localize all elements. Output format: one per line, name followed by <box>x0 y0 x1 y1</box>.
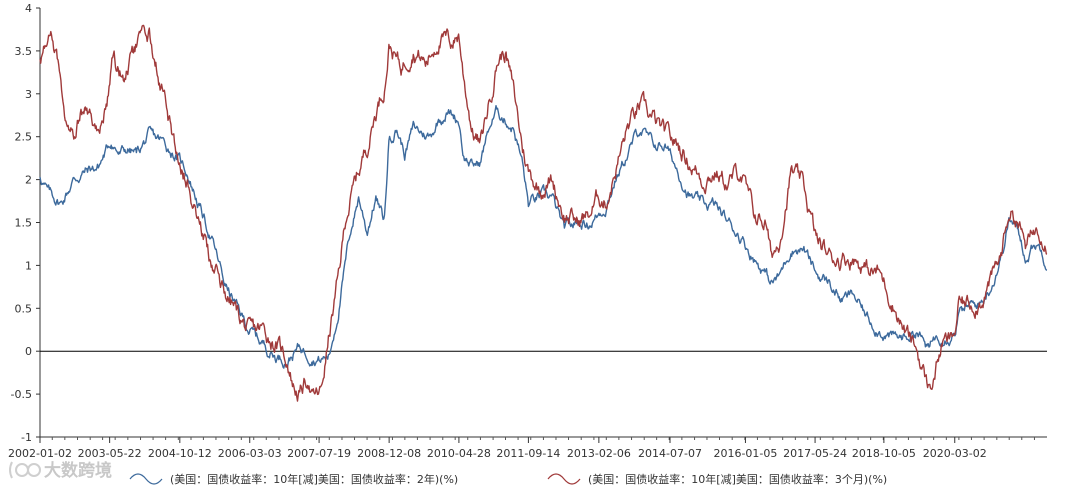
x-tick-label: 2010-04-28 <box>427 447 491 460</box>
legend-label-1: (美国：国债收益率：10年[减]美国：国债收益率：2年)(%) <box>170 472 458 486</box>
x-tick-label: 2011-09-14 <box>496 447 560 460</box>
y-tick-label: 1 <box>25 259 32 272</box>
x-tick-label: 2007-07-19 <box>287 447 351 460</box>
watermark-logo <box>9 461 41 479</box>
x-tick-label: 2016-01-05 <box>713 447 777 460</box>
legend-swatch-1 <box>129 473 163 485</box>
y-tick-label: 3 <box>25 88 32 101</box>
x-tick-label: 2004-10-12 <box>148 447 212 460</box>
x-tick-label: 2020-03-02 <box>923 447 987 460</box>
x-tick-label: 2014-07-07 <box>638 447 702 460</box>
y-tick-label: 4 <box>25 2 32 15</box>
x-tick-label: 2002-01-02 <box>8 447 72 460</box>
series-line-1 <box>39 105 1048 369</box>
legend: (美国：国债收益率：10年[减]美国：国债收益率：2年)(%) (美国：国债收益率… <box>129 472 887 486</box>
series-layer <box>39 24 1048 402</box>
y-tick-label: 1.5 <box>15 217 33 230</box>
y-tick-label: -0.5 <box>11 388 32 401</box>
x-tick-label: 2013-02-06 <box>567 447 631 460</box>
y-axis: -1 -0.5 0 0.5 1 1.5 2 2.5 3 3.5 4 <box>11 2 41 444</box>
x-tick-label: 2003-05-22 <box>78 447 142 460</box>
legend-label-2: (美国：国债收益率：10年[减]美国：国债收益率：3个月)(%) <box>588 472 887 486</box>
y-tick-label: 3.5 <box>15 45 33 58</box>
x-tick-label: 2008-12-08 <box>357 447 421 460</box>
x-tick-label: 2017-05-24 <box>783 447 847 460</box>
x-tick-label: 2018-10-05 <box>852 447 916 460</box>
watermark-text: 大数跨境 <box>44 460 112 481</box>
y-tick-label: -1 <box>21 431 32 444</box>
y-tick-label: 0 <box>25 345 32 358</box>
legend-swatch-2 <box>547 473 581 485</box>
x-tick-label: 2006-03-03 <box>218 447 282 460</box>
y-tick-label: 2 <box>25 174 32 187</box>
series-line-2 <box>39 24 1048 402</box>
y-tick-label: 2.5 <box>15 131 33 144</box>
watermark: 大数跨境 <box>9 460 112 481</box>
x-axis: 2002-01-02 2003-05-22 2004-10-12 2006-03-03… <box>8 436 1047 460</box>
y-tick-label: 0.5 <box>15 302 33 315</box>
